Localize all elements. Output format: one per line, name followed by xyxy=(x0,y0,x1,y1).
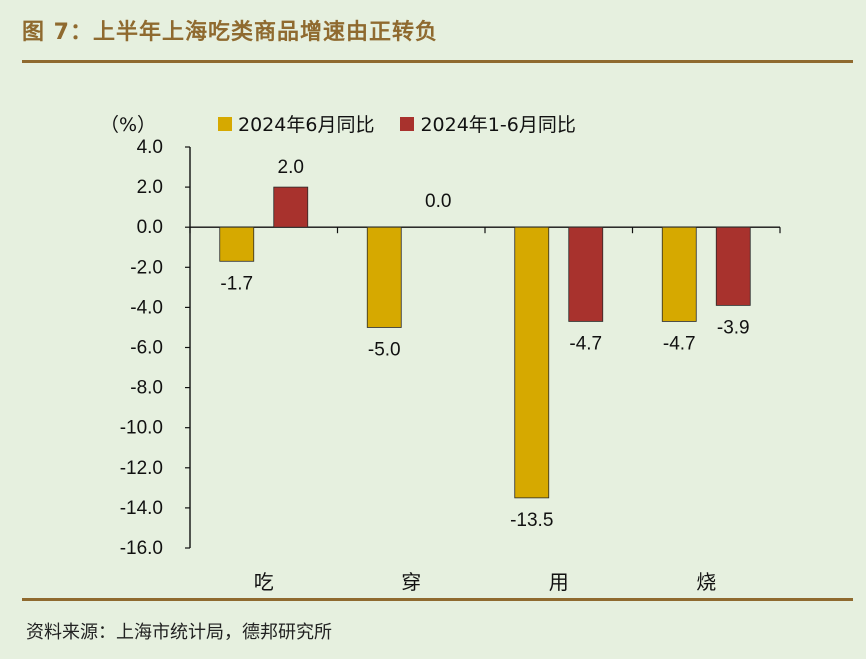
bar-june xyxy=(661,226,697,322)
bar-h1 xyxy=(273,186,309,228)
data-label: -5.0 xyxy=(368,339,401,360)
source-note: 资料来源：上海市统计局，德邦研究所 xyxy=(26,622,332,643)
y-tick-label: -2.0 xyxy=(130,257,163,278)
legend: 2024年6月同比 2024年1-6月同比 xyxy=(218,110,576,137)
x-category-label: 穿 xyxy=(401,571,421,594)
y-tick-label: -4.0 xyxy=(130,297,163,318)
y-tick-label: -14.0 xyxy=(120,498,163,519)
legend-item-h1: 2024年1-6月同比 xyxy=(400,110,576,137)
data-label: -4.7 xyxy=(663,333,696,354)
data-label: 2.0 xyxy=(278,157,304,178)
legend-label-h1: 2024年1-6月同比 xyxy=(420,114,576,136)
bar-chart: 4.0 2.0 0.0 -2.0 -4.0 -6.0 -8.0 -10.0 -12.0 -14.0… xyxy=(120,137,781,594)
bar-h1 xyxy=(715,226,751,306)
legend-label-june: 2024年6月同比 xyxy=(238,114,375,136)
figure-title: 图 7：上半年上海吃类商品增速由正转负 xyxy=(22,20,438,45)
data-label: -13.5 xyxy=(510,510,553,531)
y-tick-label: 2.0 xyxy=(137,177,163,198)
data-label: -3.9 xyxy=(717,317,750,338)
y-tick-label: -16.0 xyxy=(120,538,163,559)
y-tick-label: 4.0 xyxy=(137,137,163,158)
data-label: -1.7 xyxy=(220,273,253,294)
data-label: -4.7 xyxy=(569,333,602,354)
data-label: 0.0 xyxy=(425,191,451,212)
y-tick-label: 0.0 xyxy=(137,217,163,238)
y-tick-label: -8.0 xyxy=(130,378,163,399)
title-rule xyxy=(22,60,853,63)
x-category-label: 吃 xyxy=(254,571,274,594)
legend-swatch-h1 xyxy=(400,116,415,131)
legend-item-june: 2024年6月同比 xyxy=(218,110,374,137)
source-rule xyxy=(22,598,853,601)
legend-swatch-june xyxy=(218,116,232,131)
bar-june xyxy=(366,226,402,328)
y-tick-label: -12.0 xyxy=(120,458,163,479)
x-category-label: 烧 xyxy=(696,571,716,594)
bar-h1 xyxy=(568,226,604,322)
y-unit-label: （%） xyxy=(100,114,157,136)
x-category-label: 用 xyxy=(549,572,569,594)
bar-june xyxy=(219,226,255,262)
y-tick-label: -6.0 xyxy=(130,338,163,359)
bar-june xyxy=(514,226,550,499)
y-tick-label: -10.0 xyxy=(120,418,163,439)
